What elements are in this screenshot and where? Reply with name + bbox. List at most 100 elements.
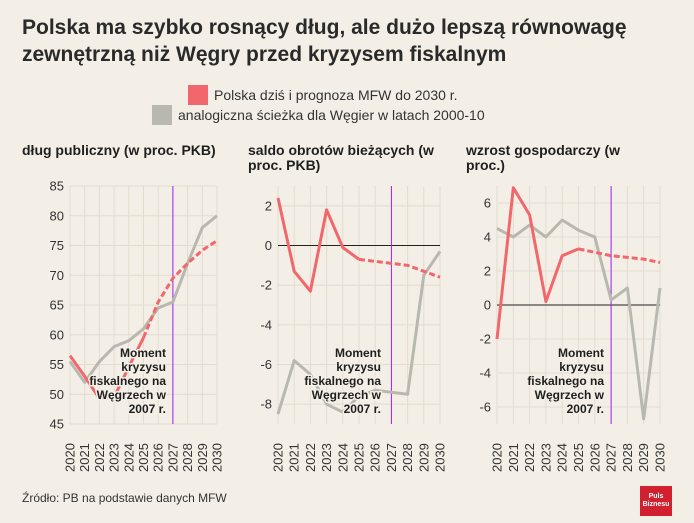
crisis-annotation-halo: Moment: [120, 346, 166, 360]
y-tick-label: 45: [50, 417, 64, 432]
x-tick-label: 2021: [287, 443, 302, 472]
legend-item-poland: Polska dziś i prognoza MFW do 2030 r.: [188, 85, 458, 105]
panel-title-debt: dług publiczny (w proc. PKB): [22, 142, 216, 158]
legend-item-hungary: analogiczna ścieżka dla Węgier w latach …: [152, 105, 485, 125]
x-tick-label: 2028: [180, 443, 195, 472]
x-tick-label: 2030: [653, 443, 668, 472]
crisis-annotation: Węgrzech w: [312, 388, 382, 402]
x-tick-label: 2020: [490, 443, 505, 472]
y-tick-label: 70: [50, 268, 64, 283]
legend-swatch-poland: [188, 85, 208, 105]
legend-label-poland: Polska dziś i prognoza MFW do 2030 r.: [214, 87, 458, 103]
y-tick-label: 80: [50, 208, 64, 223]
crisis-annotation: fiskalnego na: [304, 374, 381, 388]
y-tick-label: -8: [260, 397, 272, 412]
crisis-annotation-halo: kryzysu: [559, 360, 604, 374]
source-note: Źródło: PB na podstawie danych MFW: [22, 491, 227, 505]
y-tick-label: 60: [50, 327, 64, 342]
crisis-annotation-halo: 2007 r.: [344, 402, 381, 416]
series-line-hungary: [276, 250, 442, 415]
y-tick-label: 2: [265, 198, 272, 213]
crisis-annotation: fiskalnego na: [89, 374, 166, 388]
crisis-annotation: Węgrzech w: [535, 388, 605, 402]
x-tick-label: 2020: [63, 443, 78, 472]
x-tick-label: 2023: [107, 443, 122, 472]
crisis-annotation: 2007 r.: [129, 402, 166, 416]
x-tick-label: 2023: [538, 443, 553, 472]
y-tick-label: -6: [479, 400, 491, 415]
x-tick-label: 2025: [571, 443, 586, 472]
legend-swatch-hungary: [152, 105, 172, 125]
crisis-annotation-halo: fiskalnego na: [304, 374, 381, 388]
crisis-annotation-halo: fiskalnego na: [89, 374, 166, 388]
x-tick-label: 2026: [587, 443, 602, 472]
crisis-annotation-halo: Moment: [558, 346, 604, 360]
crisis-annotation: Węgrzech w: [97, 388, 167, 402]
y-tick-label: 50: [50, 387, 64, 402]
x-tick-label: 2024: [555, 443, 570, 472]
series-line-hungary: [68, 214, 218, 384]
chart-title: Polska ma szybko rosnący dług, ale dużo …: [22, 16, 627, 66]
puls-biznesu-logo: Puls Biznesu: [640, 486, 672, 516]
y-tick-label: 2: [484, 264, 491, 279]
x-tick-label: 2021: [77, 443, 92, 472]
x-tick-label: 2029: [636, 443, 651, 472]
x-tick-label: 2022: [522, 443, 537, 472]
y-tick-label: 4: [484, 230, 491, 245]
crisis-annotation: 2007 r.: [344, 402, 381, 416]
y-tick-label: -4: [260, 317, 272, 332]
x-tick-label: 2024: [335, 443, 350, 472]
crisis-annotation-halo: Węgrzech w: [535, 388, 605, 402]
series-line-poland-forecast: [578, 247, 661, 264]
x-tick-label: 2028: [620, 443, 635, 472]
y-tick-label: 75: [50, 238, 64, 253]
x-tick-label: 2029: [195, 443, 210, 472]
x-tick-label: 2022: [92, 443, 107, 472]
x-tick-label: 2030: [210, 443, 225, 472]
crisis-annotation: fiskalnego na: [527, 374, 604, 388]
panel-title-growth: wzrost gospodarczy (w proc.): [466, 142, 621, 173]
y-tick-label: -2: [260, 278, 272, 293]
y-tick-label: 65: [50, 298, 64, 313]
x-tick-label: 2027: [604, 443, 619, 472]
crisis-annotation: Moment: [120, 346, 166, 360]
x-tick-label: 2029: [416, 443, 431, 472]
crisis-annotation: Moment: [335, 346, 381, 360]
legend-label-hungary: analogiczna ścieżka dla Węgier w latach …: [178, 107, 485, 123]
logo-line-1: Puls: [648, 493, 664, 500]
series-line-poland: [495, 186, 580, 340]
x-tick-label: 2027: [165, 443, 180, 472]
crisis-annotation-halo: kryzysu: [121, 360, 166, 374]
crisis-annotation-halo: kryzysu: [336, 360, 381, 374]
series-line-poland: [276, 197, 360, 293]
series-line-hungary: [496, 218, 662, 421]
x-tick-label: 2024: [121, 443, 136, 472]
crisis-annotation-halo: Węgrzech w: [312, 388, 382, 402]
crisis-annotation-halo: Węgrzech w: [97, 388, 167, 402]
x-tick-label: 2025: [136, 443, 151, 472]
x-tick-label: 2021: [506, 443, 521, 472]
crisis-annotation: Moment: [558, 346, 604, 360]
y-tick-label: 0: [265, 238, 272, 253]
crisis-annotation: kryzysu: [336, 360, 381, 374]
crisis-annotation: kryzysu: [559, 360, 604, 374]
y-tick-label: -4: [479, 366, 491, 381]
crisis-annotation-halo: fiskalnego na: [527, 374, 604, 388]
x-tick-label: 2020: [271, 443, 286, 472]
y-tick-label: -2: [479, 332, 491, 347]
series-line-poland-forecast: [142, 239, 218, 339]
x-tick-label: 2028: [400, 443, 415, 472]
series-line-poland: [68, 337, 145, 400]
crisis-annotation-halo: 2007 r.: [567, 402, 604, 416]
x-tick-label: 2027: [384, 443, 399, 472]
panel-title-current-account: saldo obrotów bieżących (w proc. PKB): [248, 142, 434, 173]
crisis-annotation: 2007 r.: [567, 402, 604, 416]
x-tick-label: 2022: [303, 443, 318, 472]
x-tick-label: 2030: [433, 443, 448, 472]
y-tick-label: 6: [484, 196, 491, 211]
y-tick-label: 0: [484, 298, 491, 313]
